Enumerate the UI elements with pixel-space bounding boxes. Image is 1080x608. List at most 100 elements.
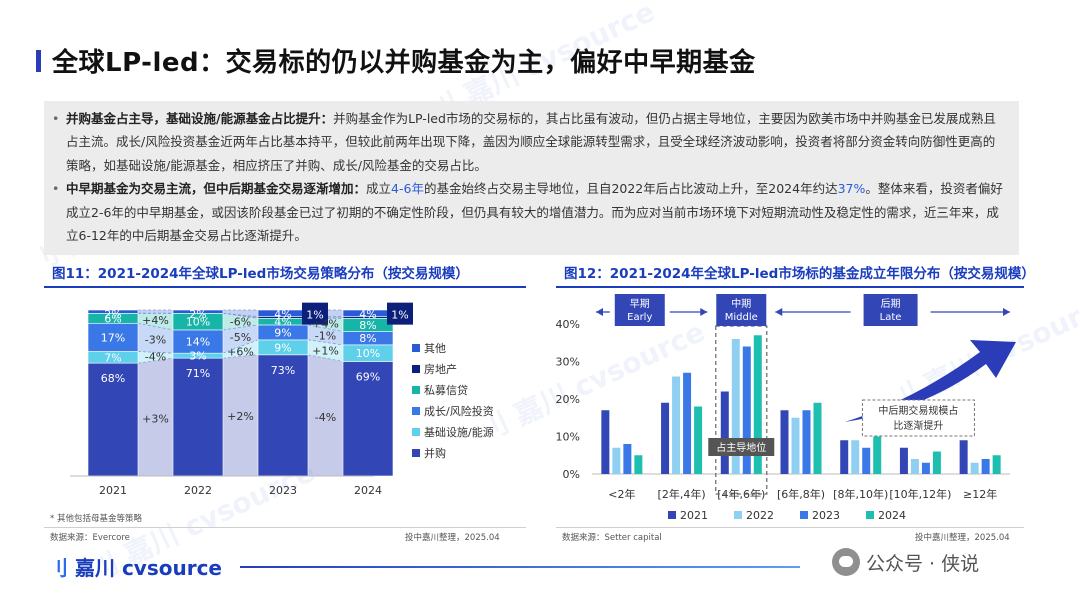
chart12-trend-arrow — [844, 340, 1016, 422]
chart11-connector-band — [138, 358, 173, 476]
chart12-trend-label: 中后期交易规模占 — [878, 404, 958, 417]
chart11-segment-label: 14% — [186, 336, 210, 349]
chart12-y-tick: 40% — [556, 318, 580, 331]
chart11-connector-band — [223, 324, 258, 354]
brand-logo: 刂 嘉川 cvsource — [48, 552, 222, 581]
title-accent-bar — [36, 50, 41, 72]
chart11-title: 图11：2021-2024年全球LP-led市场交易策略分布（按交易规模） — [52, 266, 469, 282]
chart12-title: 图12：2021-2024年全球LP-led市场标的基金成立年限分布（按交易规模… — [564, 266, 1035, 282]
chart12-source: 数据来源：Setter capital — [562, 533, 662, 543]
bullet-text: 。整体来看，投资者偏好成立2-6年的中早期基金，或因该阶段基金已过了初期的不确定… — [66, 181, 1003, 244]
chart11-connector-line — [307, 324, 344, 332]
chart11-bar-segment — [87, 362, 139, 477]
summary-bullet: 中早期基金为交易主流，但中后期基金交易逐渐增加：成立4-6年的基金始终占交易主导… — [52, 177, 1005, 247]
chart12-stage-arrowhead — [775, 308, 783, 316]
chart11-segment-label: 10% — [356, 347, 380, 360]
chart11-connector-band — [308, 354, 343, 476]
chart11-svg: 68%7%17%6%2%202171%3%14%10%2%202273%9%9%… — [70, 302, 494, 497]
chart11-change-label: +1% — [312, 344, 339, 357]
chart12-bar — [851, 440, 860, 474]
chart11-bar-segment — [172, 357, 224, 477]
chart12-y-tick: 10% — [556, 431, 580, 444]
chart11-bar-segment — [87, 309, 139, 314]
chart11-connector-line — [137, 351, 174, 354]
chart11-x-tick: 2021 — [99, 484, 127, 497]
brand-suffix: cvsource — [121, 556, 222, 580]
chart12-title-rule — [556, 286, 1024, 288]
chart11-connector-line — [222, 354, 259, 359]
chart12-bar — [862, 447, 871, 474]
chart12-y-tick: 30% — [556, 356, 580, 369]
chart12-stage-en: Late — [880, 312, 902, 323]
chart12-stage-zh: 早期 — [630, 298, 650, 310]
chart11-source: 数据来源：Evercore — [50, 533, 130, 543]
chart11-segment-label: 69% — [356, 370, 380, 383]
chart12-trend-label: 比逐渐提升 — [893, 419, 943, 432]
chart11-segment-label: 8% — [359, 332, 376, 345]
chart11-bar-segment — [257, 354, 309, 477]
chart11-connector-band — [223, 310, 258, 317]
highlight-value: 4-6年 — [391, 181, 424, 197]
chart12-x-tick: ≥12年 — [963, 487, 997, 501]
chart12-bar — [780, 410, 789, 474]
chart11-callout-box — [387, 302, 413, 325]
brand-gradient-line — [240, 566, 800, 568]
chart11-change-label: -3% — [145, 333, 166, 346]
chart12-bar — [840, 440, 849, 474]
brand-name: 嘉川 — [74, 556, 115, 580]
chart11-change-label: -1% — [315, 329, 336, 342]
wechat-icon — [832, 548, 860, 576]
chart11-x-tick: 2024 — [354, 484, 382, 497]
chart11-callout-box — [302, 302, 328, 325]
chart11-legend-label: 基础设施/能源 — [424, 425, 494, 439]
chart12-bar — [661, 402, 670, 474]
chart12-legend-label: 2022 — [746, 509, 774, 522]
chart11-legend-swatch — [412, 386, 420, 394]
chart12-stage-en: Middle — [725, 312, 758, 323]
chart11-legend-swatch — [412, 449, 420, 457]
chart11-callout-label: 1% — [306, 309, 323, 322]
chart11-change-label: +2% — [227, 410, 254, 423]
chart12-bar — [910, 459, 919, 474]
chart12-stage-arrowhead — [700, 308, 708, 316]
wechat-account: 公众号 · 侠说 — [832, 548, 979, 576]
chart11-legend-swatch — [412, 428, 420, 436]
chart11-change-label: +3% — [142, 412, 169, 425]
chart11-x-tick: 2023 — [269, 484, 297, 497]
chart12-bar — [720, 391, 729, 474]
chart12-bar — [731, 339, 740, 474]
chart12-x-tick: [6年,8年) — [777, 487, 825, 501]
chart11-connector-band — [138, 351, 173, 364]
chart12-y-tick: 20% — [556, 393, 580, 406]
chart12-x-tick: [2年,4年) — [658, 487, 706, 501]
chart11-segment-label: 68% — [101, 372, 125, 385]
brand-mark-icon: 刂 — [48, 556, 68, 580]
chart12-bar — [970, 462, 979, 474]
chart11-segment-label: 4% — [274, 308, 291, 321]
bullet-text: 成立 — [366, 181, 392, 197]
chart12-dominant-label: 占主导地位 — [716, 441, 766, 454]
chart11-segment-label: 73% — [271, 364, 295, 377]
chart12-legend-swatch — [668, 511, 676, 519]
chart11-change-label: -4% — [145, 350, 166, 363]
chart12-stage-zh: 后期 — [881, 298, 901, 310]
chart11-bar-segment — [172, 309, 224, 314]
chart11-connector-band — [223, 354, 258, 476]
chart11-footnote: * 其他包括母基金等策略 — [50, 514, 142, 524]
chart11-segment-label: 2% — [104, 308, 121, 321]
chart11-connector-band — [138, 310, 173, 314]
chart11-bar-segment — [342, 361, 394, 477]
chart12-legend-label: 2024 — [878, 509, 906, 522]
chart12-trend-box — [861, 399, 975, 437]
chart12-bar — [612, 447, 621, 474]
chart11-legend-label: 其他 — [424, 342, 446, 355]
chart11-segment-label: 3% — [189, 350, 206, 363]
chart11-segment-label: 71% — [186, 367, 210, 380]
chart12-bar — [899, 447, 908, 474]
summary-box: 并购基金占主导，基础设施/能源基金占比提升：并购基金作为LP-led市场的交易标… — [44, 101, 1019, 255]
chart11-connector-line — [307, 339, 344, 346]
chart11-connector-line — [137, 357, 174, 364]
chart12-stage-en: Early — [627, 312, 652, 323]
chart12-legend-swatch — [800, 511, 808, 519]
chart12-legend-swatch — [866, 511, 874, 519]
